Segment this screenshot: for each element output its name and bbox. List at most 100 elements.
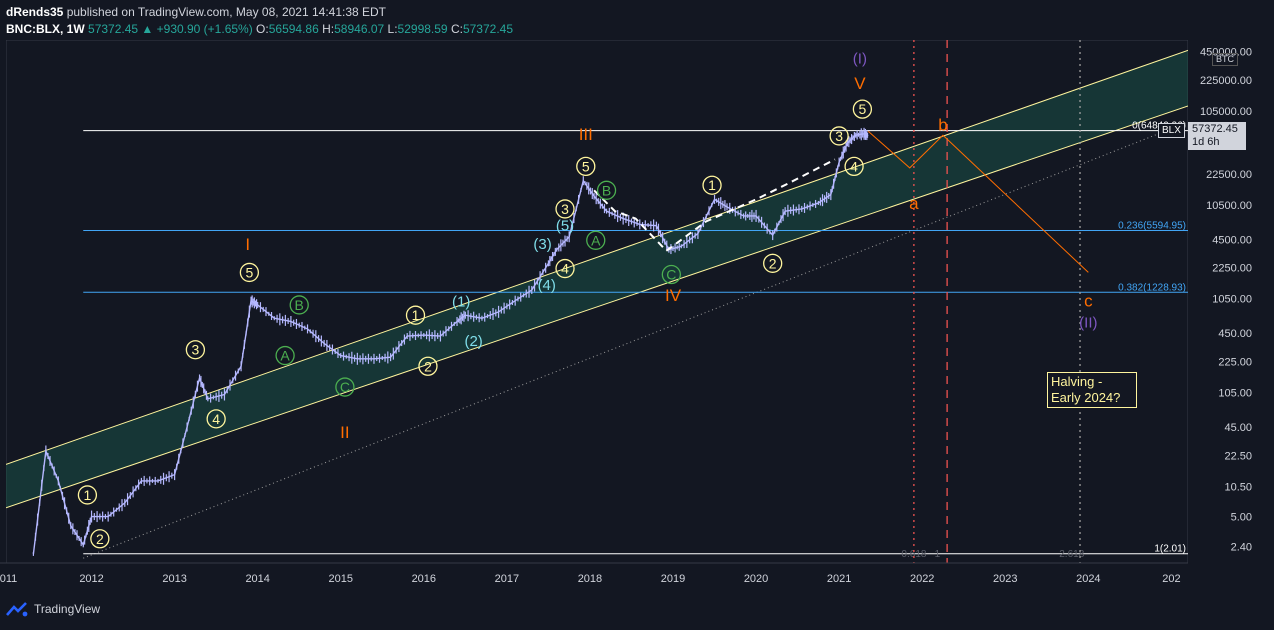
- wave-label: B: [602, 182, 611, 198]
- fib-levels[interactable]: 0(64840.26)0.236(5594.95)0.382(1228.93)1…: [83, 121, 1188, 560]
- wave-label: (3): [533, 236, 551, 253]
- author-name[interactable]: dRends35: [6, 5, 64, 19]
- wave-label: (I): [853, 51, 867, 68]
- wave-labels: 12345IABCII12(1)(2)(3)(4)43(5)5IIIBACIV1…: [77, 51, 1097, 549]
- fib-level-label: 0.236(5594.95): [1118, 221, 1186, 232]
- trend-channel[interactable]: [6, 49, 1188, 559]
- price-tick-label: 4500.00: [1212, 234, 1252, 246]
- price-tag-countdown: 1d 6h: [1192, 136, 1220, 148]
- wave-label: c: [1084, 292, 1093, 311]
- wave-label-circle: [702, 175, 722, 195]
- last-price: 57372.45: [88, 22, 139, 36]
- price-tick-label: 225.00: [1218, 356, 1252, 368]
- wave-label: 3: [561, 201, 569, 217]
- wave-label: (4): [538, 277, 556, 294]
- fib-time-label: 0.618: [901, 549, 926, 560]
- wave-label-circle: [405, 305, 426, 325]
- close-label: C:: [450, 22, 463, 36]
- fib-time-label: 1: [935, 549, 941, 560]
- time-axis[interactable]: 011 2012 2013 2014 2015 2016 2017 2018 2019 2020 2…: [0, 562, 1188, 585]
- wave-label-circle: [335, 377, 355, 397]
- wave-dashed-path: [665, 158, 836, 252]
- wave-label: IV: [665, 286, 682, 305]
- symbol-label[interactable]: BNC:BLX, 1W: [6, 22, 85, 36]
- wave-paths[interactable]: [593, 130, 1089, 273]
- wave-label-circle: [206, 409, 226, 429]
- chart-header: dRends35 published on TradingView.com, M…: [6, 4, 513, 38]
- wave-label: 2: [769, 255, 777, 271]
- wave-label: 2: [424, 358, 432, 374]
- publish-info: dRends35 published on TradingView.com, M…: [6, 4, 513, 21]
- publish-details: published on TradingView.com, May 08, 20…: [66, 5, 387, 19]
- wave-label-circle: [90, 529, 110, 549]
- wave-label-circle: [661, 264, 681, 285]
- branding[interactable]: TradingView: [6, 601, 100, 617]
- wave-label: III: [579, 125, 593, 144]
- time-lines[interactable]: [913, 40, 1081, 563]
- price-tick-label: 1050.00: [1212, 294, 1252, 306]
- channel-upper-line: [6, 49, 1188, 465]
- wave-label-circle: [586, 230, 606, 250]
- wave-label-circle: [763, 253, 783, 273]
- time-tick-label: 2012: [79, 573, 103, 585]
- wave-label: 5: [245, 264, 253, 280]
- wave-label-circle: [289, 295, 309, 315]
- time-tick-label: 2020: [744, 573, 768, 585]
- price-tick-label: 2.40: [1231, 541, 1252, 553]
- high-value: 58946.07: [334, 22, 385, 36]
- price-tick-label: 2250.00: [1212, 263, 1252, 275]
- fib-level-label: 1(2.01): [1154, 544, 1186, 555]
- high-label: H:: [322, 22, 335, 36]
- low-label: L:: [387, 22, 398, 36]
- price-tick-label: 450000.00: [1200, 47, 1252, 59]
- price-tag-value: 57372.45: [1192, 123, 1238, 135]
- currency-label: BTC: [1212, 53, 1238, 66]
- open-value: 56594.86: [268, 22, 319, 36]
- wave-label: 4: [212, 411, 220, 427]
- price-axis[interactable]: 450000.00 225000.00 105000.00 22500.00 10500…: [1188, 40, 1274, 563]
- wave-label: 3: [191, 342, 199, 358]
- price-tick-label: 10500.00: [1206, 200, 1252, 212]
- projection-path: [867, 130, 1089, 273]
- wave-label-circle: [239, 262, 260, 283]
- wave-label: b: [938, 116, 947, 135]
- wave-label-circle: [418, 356, 438, 376]
- wave-label-circle: [829, 126, 849, 146]
- wave-label: 3: [835, 128, 843, 144]
- wave-label: C: [666, 267, 676, 283]
- wave-label: a: [909, 194, 919, 213]
- wave-label-circle: [596, 180, 617, 200]
- wave-label-circle: [844, 156, 864, 177]
- price-tick-label: 105000.00: [1200, 106, 1252, 118]
- wave-label-circle: [77, 485, 98, 505]
- time-tick-label: 2023: [993, 573, 1017, 585]
- wave-label: 1: [84, 487, 92, 503]
- wave-label-circle: [852, 99, 873, 119]
- wave-label: 4: [561, 261, 569, 277]
- wave-label: (2): [464, 333, 482, 350]
- price-tick-label: 10.50: [1224, 481, 1252, 493]
- wave-label: (II): [1079, 314, 1097, 331]
- low-value: 52998.59: [397, 22, 448, 36]
- time-tick-label: 2021: [827, 573, 851, 585]
- wave-label: 1: [412, 307, 420, 323]
- wave-label: 4: [850, 158, 858, 174]
- price-series: [32, 127, 869, 556]
- wave-label: 5: [858, 101, 866, 117]
- time-tick-label: 2022: [910, 573, 934, 585]
- time-tick-label: 2017: [495, 573, 519, 585]
- wave-label: II: [340, 423, 349, 442]
- tradingview-logo-icon: [6, 602, 28, 617]
- time-tick-label: 2018: [578, 573, 602, 585]
- last-price-tag: 57372.45 1d 6h: [1188, 122, 1246, 150]
- fib-time-label: 2.618: [1059, 549, 1084, 560]
- price-tick-label: 45.00: [1224, 422, 1252, 434]
- wave-label: 1: [708, 177, 716, 193]
- wave-label-circle: [555, 258, 575, 279]
- channel-dotted-line: [83, 121, 1188, 559]
- halving-note[interactable]: Halving - Early 2024?: [1047, 372, 1137, 408]
- wave-label: C: [340, 379, 350, 395]
- wave-label: A: [591, 232, 601, 248]
- wave-dashed-path: [593, 189, 668, 252]
